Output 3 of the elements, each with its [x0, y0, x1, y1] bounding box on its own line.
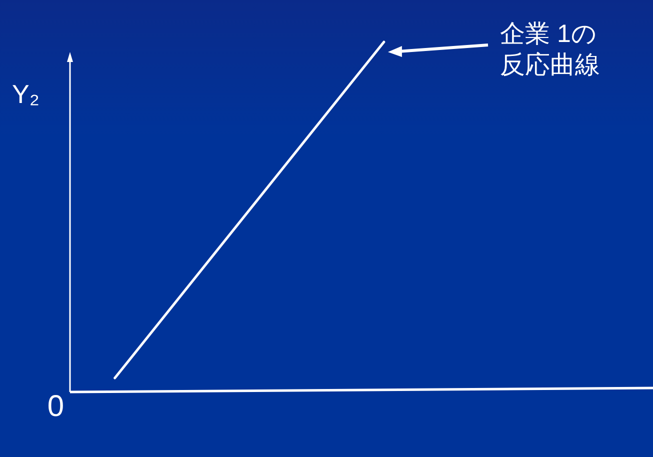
annotation: 0: [47, 390, 64, 423]
text: Y₂: [12, 79, 40, 109]
text: 企業 1の反応曲線: [500, 20, 600, 79]
